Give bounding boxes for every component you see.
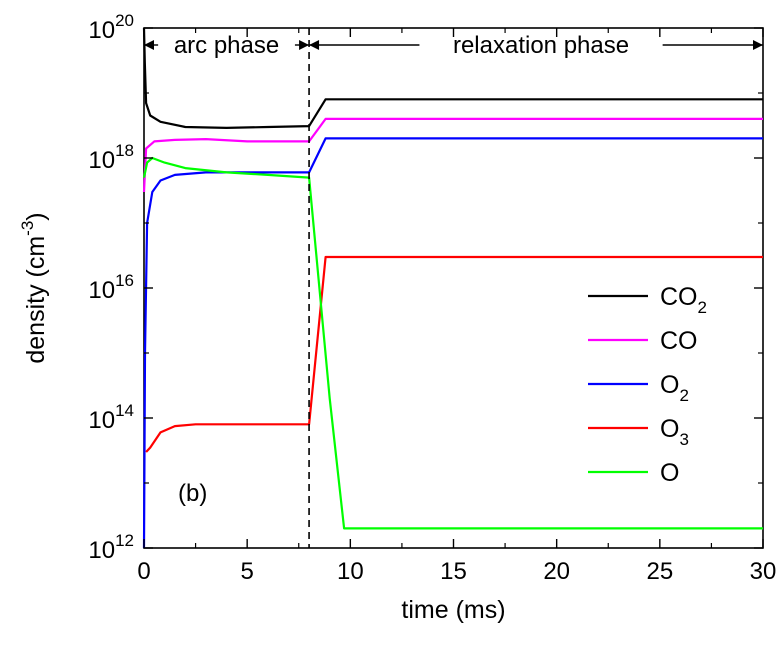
panel-label: (b) xyxy=(178,480,207,507)
legend-label: O xyxy=(660,459,679,487)
series-line-co2 xyxy=(142,27,763,129)
arrow-head xyxy=(309,40,320,50)
phase-label: relaxation phase xyxy=(453,32,629,59)
y-tick-label: 1014 xyxy=(88,401,134,434)
y-tick-label: 1012 xyxy=(88,531,134,564)
y-tick-label: 1020 xyxy=(88,11,134,44)
legend-label: CO2 xyxy=(660,283,707,317)
x-tick-label: 30 xyxy=(750,558,777,585)
y-tick-label: 1016 xyxy=(88,271,134,304)
y-tick-label: 1018 xyxy=(88,141,134,174)
series-line-co xyxy=(142,117,763,193)
arrow-head xyxy=(299,40,310,50)
x-tick-label: 25 xyxy=(646,558,673,585)
x-tick-label: 15 xyxy=(440,558,467,585)
x-tick-label: 10 xyxy=(337,558,364,585)
series-line-o xyxy=(142,156,763,530)
legend-label: O3 xyxy=(660,415,689,449)
x-axis-label: time (ms) xyxy=(401,596,505,624)
legend-label: O2 xyxy=(660,371,689,405)
x-tick-label: 0 xyxy=(137,558,150,585)
y-axis-label: density (cm-3) xyxy=(18,212,50,363)
arrow-head xyxy=(144,40,154,50)
legend-label: CO xyxy=(660,327,698,355)
x-tick-label: 20 xyxy=(543,558,570,585)
phase-label: arc phase xyxy=(174,32,279,59)
arrow-head xyxy=(753,40,763,50)
series-line-o2 xyxy=(142,137,763,549)
x-tick-label: 5 xyxy=(240,558,253,585)
series-line-o3 xyxy=(145,255,763,453)
